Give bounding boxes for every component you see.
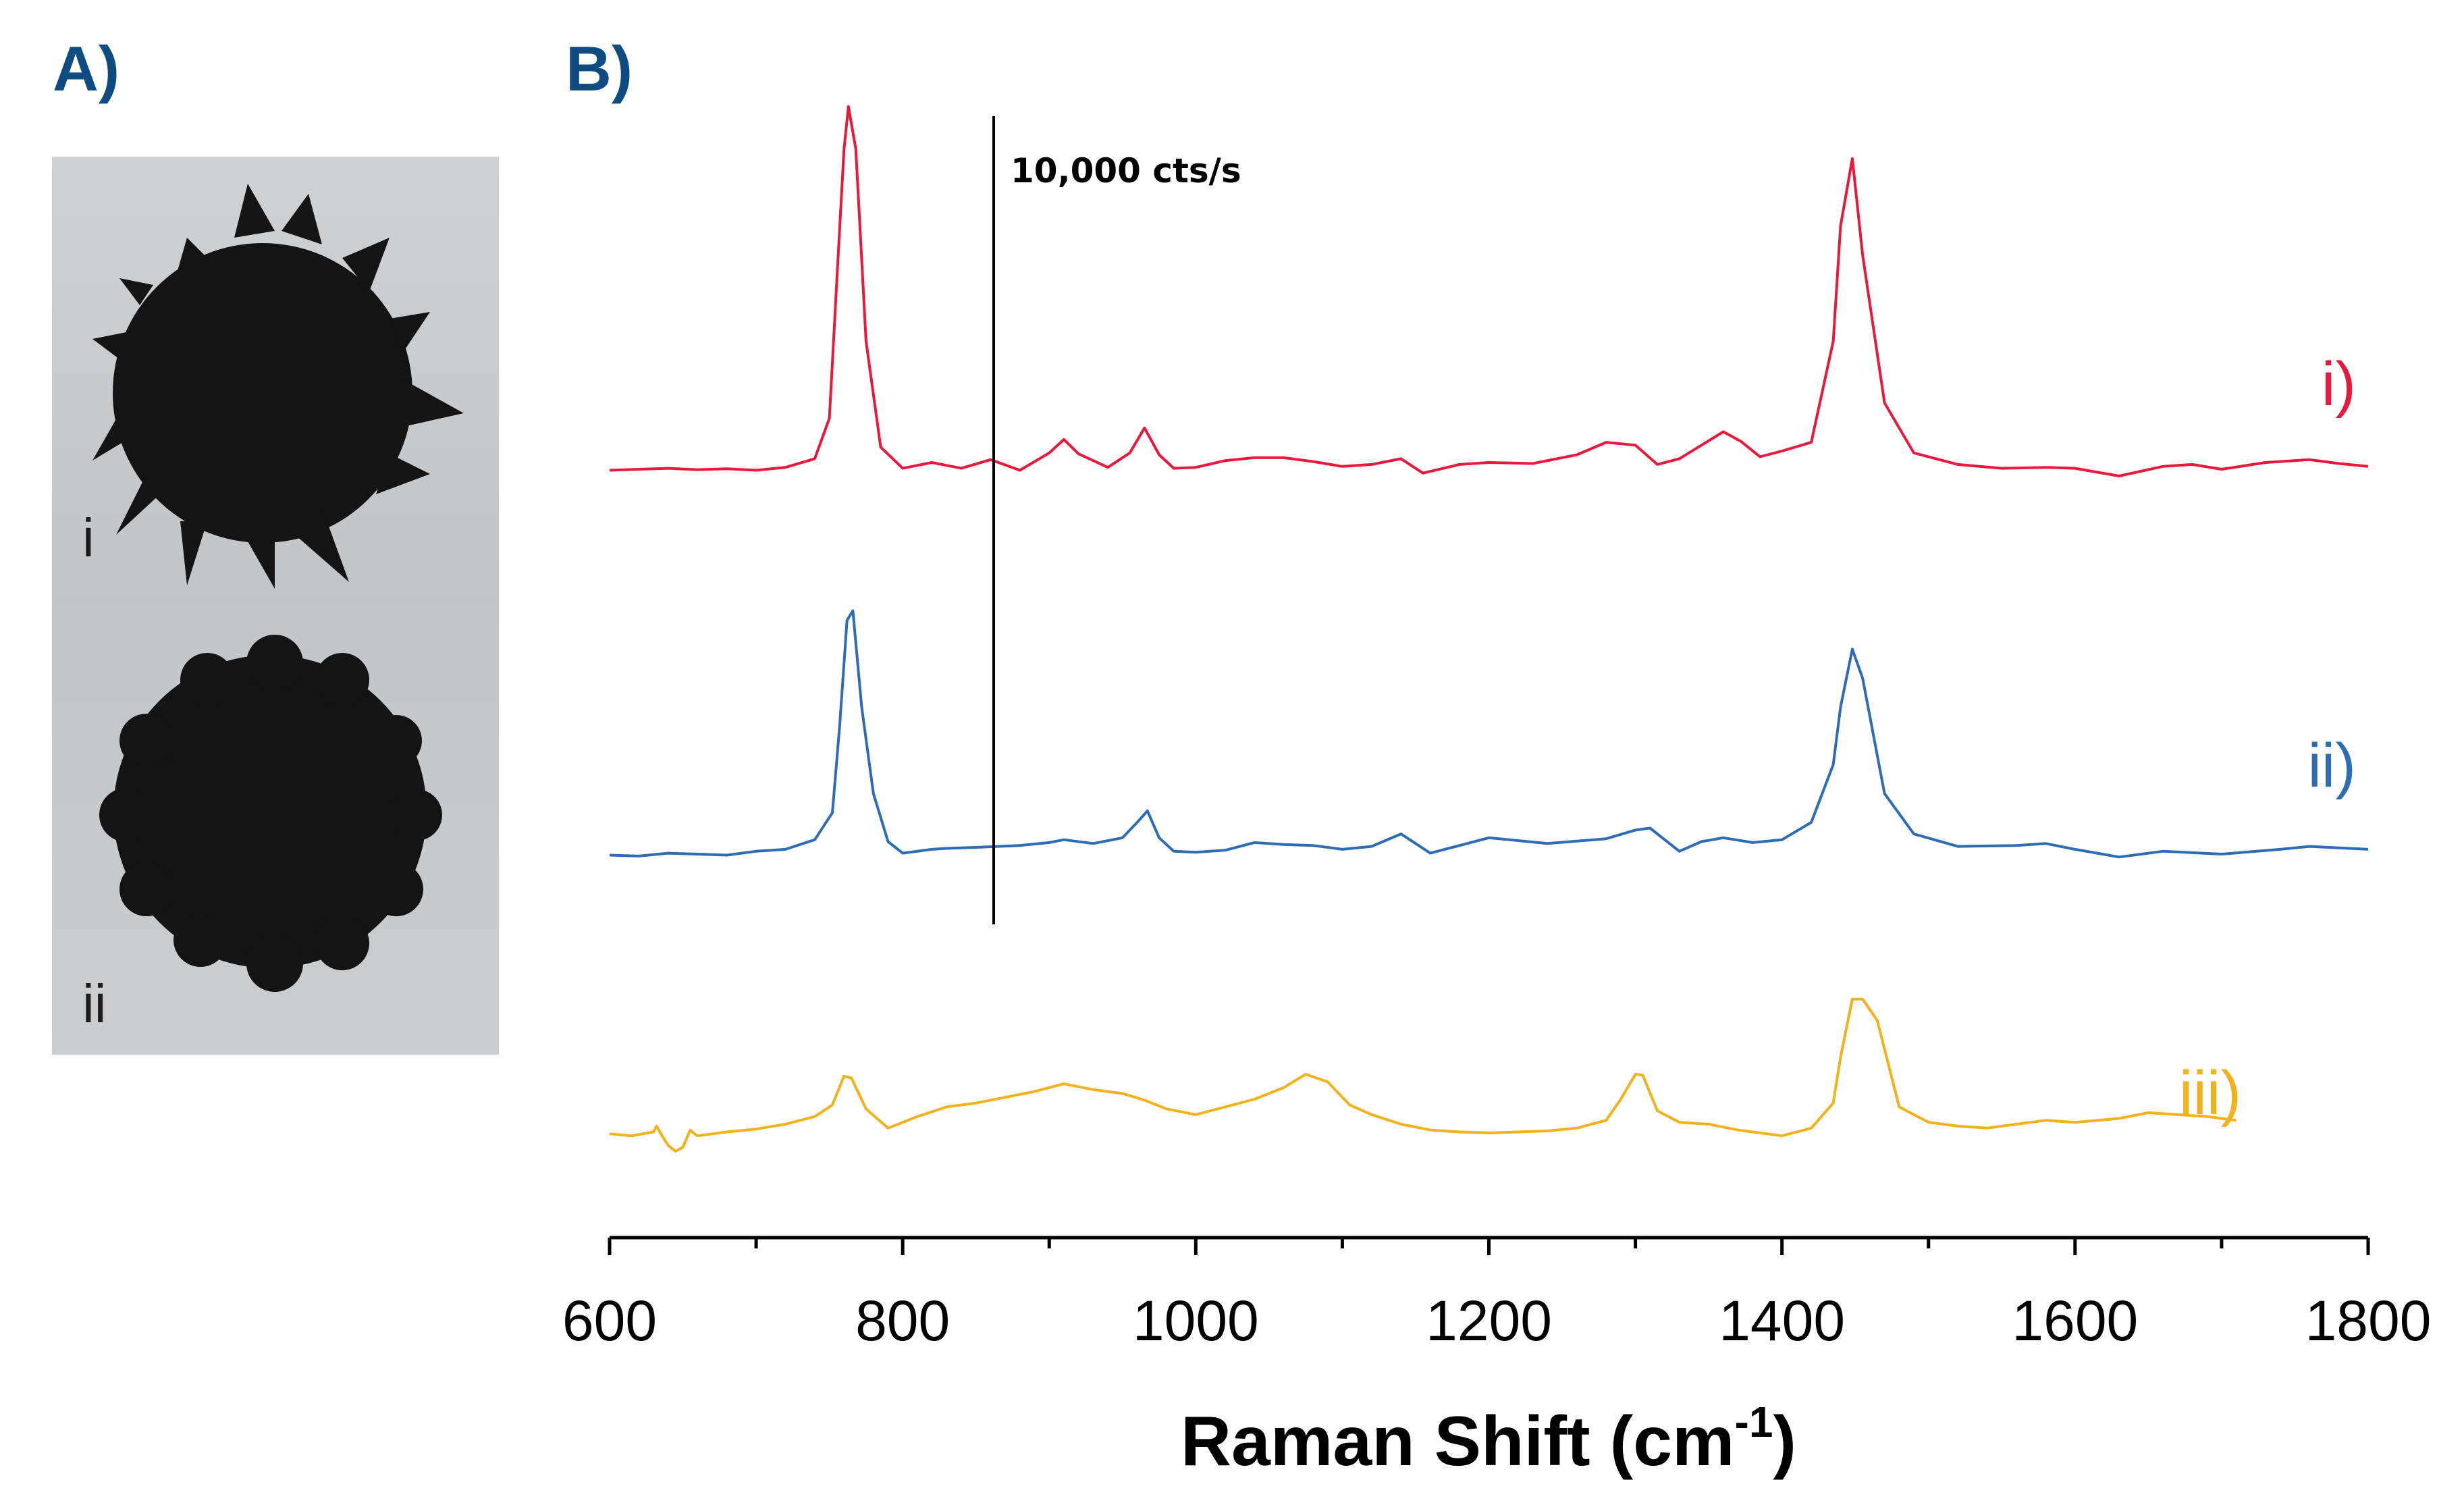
spectrum-line-3 [609, 997, 2237, 1153]
spectrum-line-1 [609, 105, 2369, 477]
x-tick-label: 1000 [1133, 1289, 1259, 1352]
spiky-particle-graphic [92, 184, 464, 589]
tem-label-i: i [82, 508, 95, 568]
x-tick-label: 1800 [2305, 1289, 2432, 1352]
series-layer [609, 105, 2369, 1153]
x-tick-label: 1400 [1719, 1289, 1845, 1352]
panel-b-label: B) [566, 33, 633, 104]
x-tick-label: 600 [562, 1289, 657, 1352]
x-axis: 600 800 1000 1200 1400 1600 1800 Raman Shift (c… [562, 1236, 2432, 1481]
x-tick-label: 800 [855, 1289, 950, 1352]
tem-image-panel: i ii [52, 157, 499, 1055]
series-label-1: i) [2322, 350, 2356, 419]
x-tick-label: 1600 [2012, 1289, 2138, 1352]
tem-image-smooth-particle: ii [52, 606, 499, 1055]
scale-bar: 10,000 cts/s [992, 116, 1241, 924]
smooth-particle-graphic [99, 635, 442, 992]
spectrum-line-2 [609, 609, 2369, 859]
tem-image-spiky-particle: i [52, 157, 499, 606]
series-labels: i) ii) iii) [2179, 350, 2356, 1128]
tem-label-ii: ii [82, 974, 107, 1034]
series-label-2: ii) [2307, 731, 2356, 800]
panel-a-label: A) [53, 33, 120, 104]
x-axis-title: Raman Shift (cm-1) [1181, 1398, 1796, 1481]
scale-bar-label: 10,000 cts/s [1011, 151, 1241, 190]
series-label-3: iii) [2179, 1059, 2241, 1128]
x-tick-label: 1200 [1426, 1289, 1552, 1352]
